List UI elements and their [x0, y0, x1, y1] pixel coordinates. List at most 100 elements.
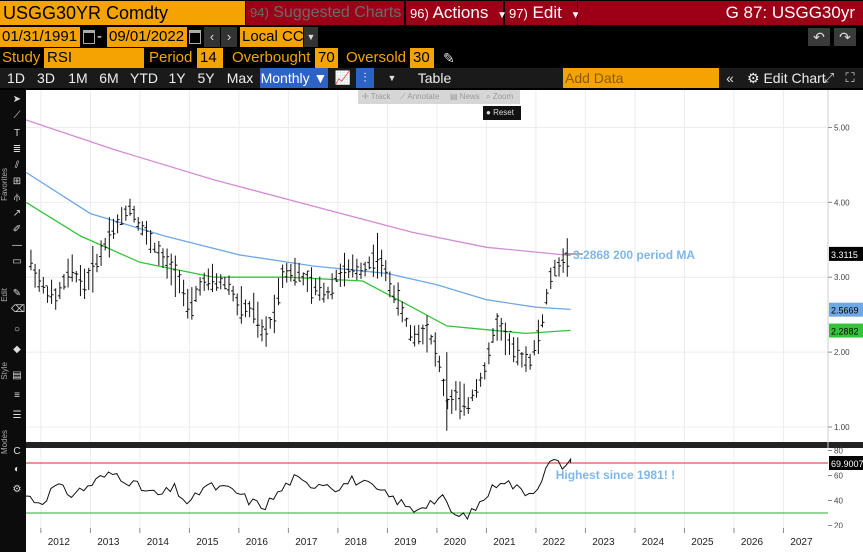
edit-label: Edit: [532, 3, 562, 22]
period-field[interactable]: 14: [197, 48, 223, 68]
calendar-icon[interactable]: [189, 30, 201, 44]
actions-menu-button[interactable]: 96) Actions ▼: [406, 1, 507, 25]
edit-chart-button[interactable]: ⚙ Edit Chart: [747, 68, 826, 88]
oversold-field[interactable]: 30: [410, 48, 434, 68]
line-chart-icon[interactable]: 📈: [334, 70, 352, 85]
expand-icon[interactable]: ⤢: [823, 70, 835, 85]
pencil-icon[interactable]: ✎: [12, 288, 22, 299]
ma100-line: [25, 171, 571, 311]
modes-tab[interactable]: Modes: [0, 430, 9, 455]
last-value-badge: [829, 246, 863, 261]
arrow-tool-icon[interactable]: ↗: [12, 208, 22, 219]
currency-select[interactable]: Local CCY: [240, 27, 314, 47]
text-tool-icon[interactable]: T: [13, 128, 21, 139]
price-panel: 1.00 2.00 3.00 4.00 5.00 3.2868 200 period MA…: [25, 90, 863, 552]
edit-chart-label: Edit Chart: [763, 70, 826, 86]
annotate-icon: ⟋: [400, 92, 406, 101]
x-tick-label: 2013: [97, 537, 120, 548]
suggested-charts-button[interactable]: 94) Suggested Charts: [246, 1, 404, 25]
track-button[interactable]: ✛ Track: [362, 90, 390, 104]
x-tick-label: 2023: [592, 537, 615, 548]
zoom-button[interactable]: ⌕ Zoom: [486, 90, 513, 104]
screen-title: G 87: USGG30yr: [578, 1, 863, 25]
line-tool-icon[interactable]: ⟋: [13, 110, 21, 121]
chevron-down-icon: ▼: [570, 10, 581, 21]
end-date-field[interactable]: 09/01/2022: [107, 27, 187, 47]
chart-svg[interactable]: 1.00 2.00 3.00 4.00 5.00 3.2868 200 period MA…: [25, 90, 863, 552]
frequency-select[interactable]: Monthly ▼: [260, 68, 328, 88]
start-date-field[interactable]: 01/31/1991: [0, 27, 80, 47]
style-color-icon[interactable]: ▤: [12, 370, 22, 381]
gear-icon[interactable]: ⚙: [12, 484, 22, 495]
bar-chart-icon[interactable]: ⫶: [356, 68, 374, 88]
annotate-button[interactable]: ⟋ Annotate: [400, 90, 439, 104]
rsi-y-tick-label: 60: [834, 472, 843, 481]
study-bar: Study RSI Period 14 Overbought 70 Overso…: [0, 48, 863, 68]
ticker-field[interactable]: USGG30YR Comdty: [0, 1, 245, 25]
style-line-icon[interactable]: ≡: [14, 390, 20, 401]
edit-tab[interactable]: Edit: [0, 288, 9, 302]
crosshair-icon: ✛: [362, 92, 369, 101]
period-button-5y[interactable]: 5Y: [197, 70, 215, 86]
fullscreen-icon[interactable]: ⛶: [845, 70, 855, 85]
chevron-down-icon[interactable]: ▼: [387, 73, 397, 83]
style-tab[interactable]: Style: [0, 362, 9, 380]
zoom-icon: ⌕: [486, 92, 491, 101]
polygon-tool-icon[interactable]: ◆: [13, 344, 21, 355]
mode-c-icon[interactable]: C: [13, 446, 21, 457]
chevron-down-icon[interactable]: ▼: [304, 27, 318, 47]
x-tick-label: 2014: [147, 537, 170, 548]
brush-icon[interactable]: ✐: [12, 224, 22, 235]
circle-tool-icon[interactable]: ○: [13, 324, 21, 335]
x-axis: 2012 2013 2014 2015 2016 2017 2018 2019 2020 2021…: [26, 528, 863, 552]
add-data-input[interactable]: Add Data: [563, 68, 719, 88]
fib-tool-icon[interactable]: ≣: [12, 144, 22, 155]
undo-icon[interactable]: ↶: [808, 28, 830, 46]
study-select[interactable]: RSI: [44, 48, 144, 68]
edit-menu-button[interactable]: 97) Edit ▼: [505, 1, 580, 25]
mode-overlay-icon[interactable]: ◐: [13, 464, 21, 475]
news-label: News: [459, 92, 480, 101]
period-button-6m[interactable]: 6M: [99, 70, 119, 86]
hline-tool-icon[interactable]: ―: [12, 240, 22, 251]
news-button[interactable]: ▤ News: [450, 90, 480, 104]
y-tick-label: 4.00: [834, 198, 850, 207]
style-weight-icon[interactable]: ☰: [12, 410, 22, 421]
period-button-1d[interactable]: 1D: [7, 70, 25, 86]
period-button-1m[interactable]: 1M: [68, 70, 88, 86]
chevron-left-icon[interactable]: ‹: [204, 27, 220, 47]
erase-icon[interactable]: ⌫: [11, 304, 26, 315]
rsi-y-tick-label: 20: [834, 522, 843, 531]
news-icon: ▤: [450, 92, 458, 101]
pencil-icon[interactable]: ✎: [443, 50, 455, 66]
period-button-ytd[interactable]: YTD: [130, 70, 158, 86]
overbought-field[interactable]: 70: [315, 48, 338, 68]
y-tick-label: 5.00: [834, 123, 850, 132]
ruler-icon[interactable]: ⊞: [12, 176, 22, 187]
table-button[interactable]: Table: [417, 70, 452, 86]
x-tick-label: 2015: [196, 537, 219, 548]
ma200-line: [25, 119, 571, 257]
reset-icon: ●: [486, 108, 491, 117]
redo-icon[interactable]: ↷: [834, 28, 856, 46]
drawing-tools-rail: ➤ ⟋ T ≣ ⫽ ⊞ ⫛ ↗ ✐ ― ▭ ✎ ⌫ ○ ◆ ▤ ≡ ☰ C ◐ …: [0, 90, 26, 552]
period-button-1y[interactable]: 1Y: [168, 70, 186, 86]
chevron-right-icon[interactable]: ›: [221, 27, 237, 47]
favorites-tab[interactable]: Favorites: [0, 168, 9, 201]
channel-tool-icon[interactable]: ⫽: [14, 160, 20, 171]
reset-button[interactable]: ● Reset: [483, 106, 521, 120]
chart-area[interactable]: 1.00 2.00 3.00 4.00 5.00 3.2868 200 period MA…: [25, 90, 863, 552]
double-chevron-left-icon[interactable]: «: [726, 70, 734, 86]
x-tick-label: 2027: [790, 537, 813, 548]
calendar-icon[interactable]: [83, 30, 95, 44]
cursor-icon[interactable]: ➤: [12, 94, 22, 105]
fork-tool-icon[interactable]: ⫛: [14, 192, 20, 203]
y-tick-label: 3.00: [834, 273, 850, 282]
period-button-max[interactable]: Max: [226, 70, 254, 86]
period-button-3d[interactable]: 3D: [37, 70, 55, 86]
period-label: Period: [149, 49, 193, 66]
rsi-panel: 20 40 60 80 Highest since 1981! ! 69.9007: [25, 447, 863, 531]
reset-label: Reset: [493, 108, 514, 117]
rect-tool-icon[interactable]: ▭: [12, 256, 22, 267]
frequency-label: Monthly: [260, 70, 310, 86]
